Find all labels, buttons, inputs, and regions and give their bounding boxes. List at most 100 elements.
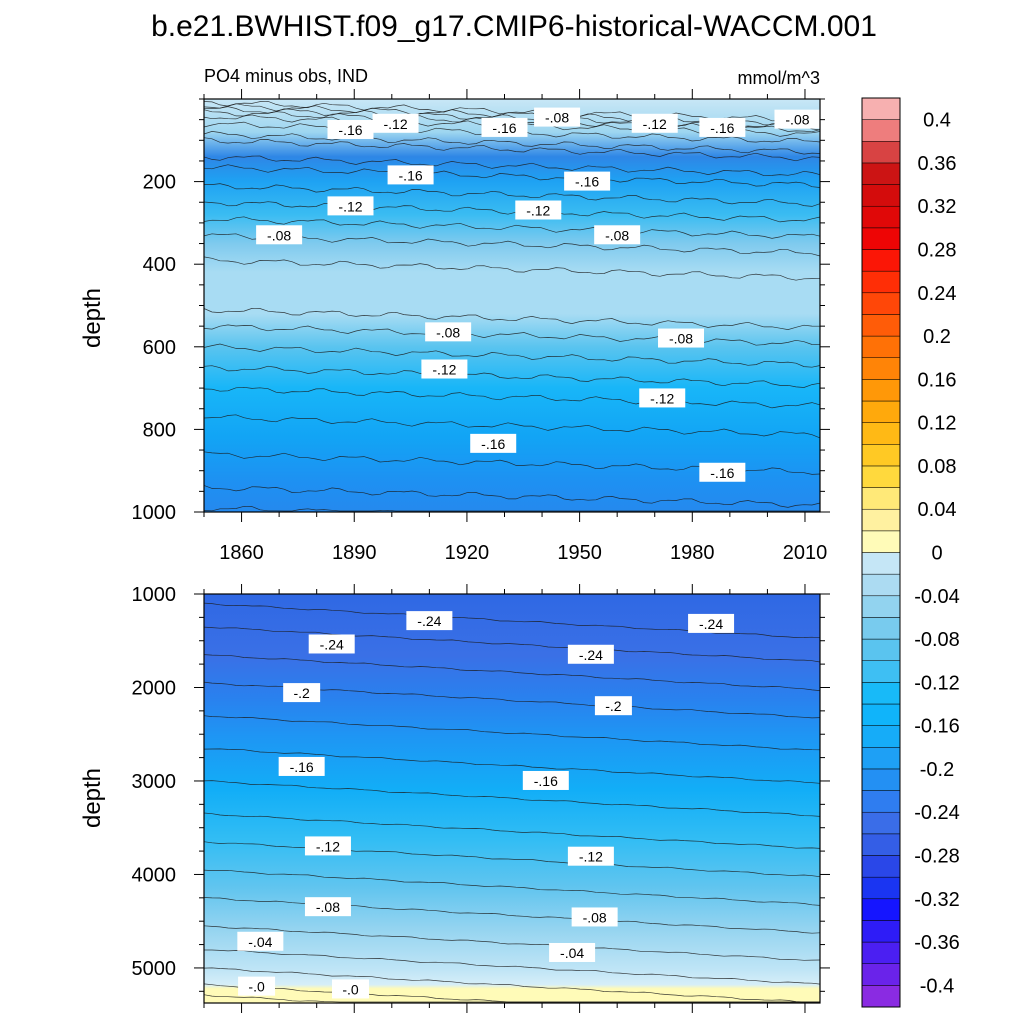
contour-label-box [594, 225, 641, 245]
lower-panel-axes: 1000 2000 3000 4000 5000 [132, 584, 830, 1013]
colorbar-tick-label: -0.04 [914, 586, 960, 608]
colorbar-tick-label: -0.28 [914, 846, 960, 868]
contour-line [203, 715, 821, 751]
contour-label-box [372, 113, 419, 133]
colorbar-swatch [861, 941, 901, 964]
colorbar-swatch [861, 184, 901, 207]
contour-label: -.12 [650, 390, 674, 406]
colorbar-swatch [861, 465, 901, 488]
colorbar-swatch [861, 725, 901, 748]
contour-label-box [308, 634, 355, 654]
contour-line [203, 925, 821, 961]
colorbar-tick-label: 0.24 [918, 283, 957, 305]
contour-label: -.08 [436, 324, 460, 340]
colorbar-swatch [861, 508, 901, 532]
colorbar-swatch [861, 876, 901, 900]
contour-label: -.08 [605, 227, 629, 243]
colorbar-swatch [861, 855, 901, 878]
colorbar-swatch [861, 444, 901, 467]
colorbar-swatch [861, 141, 901, 164]
panel-subtitle-left: PO4 minus obs, IND [204, 66, 368, 86]
colorbar-swatch [861, 227, 901, 250]
x-tick-label: 2010 [783, 542, 828, 564]
x-tick-label: 1860 [219, 542, 264, 564]
contour-label: -.16 [492, 120, 516, 136]
contour-label-box [256, 225, 303, 245]
colorbar-swatch [861, 747, 901, 770]
contour-label-box [425, 322, 472, 342]
contour-line [203, 626, 821, 663]
contour-label: -.16 [338, 122, 362, 138]
colorbar-tick-label: 0.12 [918, 413, 957, 435]
contour-line [203, 780, 821, 817]
contour-line [203, 131, 821, 155]
colorbar-tick-label: 0.36 [918, 153, 957, 175]
colorbar-swatch [861, 833, 901, 856]
contour-label: -.24 [320, 636, 344, 652]
contour-line [203, 654, 821, 691]
colorbar-tick-label: -0.24 [914, 802, 960, 824]
contour-label: -.12 [526, 203, 550, 219]
y-tick-label: 600 [143, 337, 176, 359]
contour-label-box [515, 200, 562, 220]
contour-label-box [331, 979, 369, 999]
colorbar-tick-label: -0.16 [914, 716, 960, 738]
colorbar-swatch [861, 573, 901, 597]
y-tick-label: 2000 [132, 677, 177, 699]
contour-line [203, 201, 821, 223]
colorbar-swatch [861, 270, 901, 294]
upper-panel-axes: 200 400 600 800 1000 1860 1890 1920 1950 1980 2010 [132, 89, 830, 564]
figure-title: b.e21.BWHIST.f09_g17.CMIP6-historical-WA… [151, 10, 877, 43]
contour-label: -.0 [248, 979, 265, 995]
colorbar-swatch [861, 638, 901, 661]
colorbar-swatch [861, 205, 901, 229]
contour-label-box [594, 696, 632, 716]
colorbar-tick-label: -0.2 [920, 759, 954, 781]
contour-label-box [238, 976, 276, 996]
colorbar-swatch [861, 963, 901, 986]
colorbar-tick-label: -0.32 [914, 889, 960, 911]
colorbar-swatch [861, 487, 901, 510]
colorbar-swatch [861, 530, 901, 553]
contour-label-box [567, 644, 614, 664]
upper-contour-lines [203, 100, 821, 512]
contour-label: -.16 [481, 436, 505, 452]
contour-label-box [387, 165, 434, 185]
y-tick-label: 200 [143, 172, 176, 194]
contour-line [203, 505, 820, 512]
contour-label-box [327, 196, 374, 216]
colorbar-swatch [861, 335, 901, 358]
y-tick-label: 5000 [132, 958, 177, 980]
y-tick-label: 1000 [132, 502, 177, 524]
contour-line [203, 216, 821, 239]
contour-label: -.16 [710, 465, 734, 481]
lower-y-axis-label: depth [79, 768, 106, 828]
contour-label-box [699, 117, 746, 137]
contour-line [203, 155, 821, 177]
contour-label: -.08 [267, 227, 291, 243]
colorbar-tick-label: 0.04 [918, 499, 957, 521]
contour-label: -.24 [579, 647, 603, 663]
contour-label: -.12 [643, 116, 667, 132]
contour-line [204, 949, 821, 985]
colorbar-swatch [861, 985, 901, 1008]
contour-line [203, 994, 820, 1003]
contour-label: -.0 [342, 981, 359, 997]
upper-contour-labels: -.16 -.12 -.16 -.08 -.12 -.16 -.08 -.16 -.16 -.12… [256, 107, 821, 482]
colorbar-tick-label: -0.12 [914, 672, 960, 694]
contour-label: -.16 [575, 174, 599, 190]
contour-label: -.04 [560, 945, 584, 961]
colorbar-tick-label: -0.08 [914, 629, 960, 651]
y-tick-label: 400 [143, 254, 176, 276]
colorbar-tick-label: 0.32 [918, 196, 957, 218]
contour-label-box [304, 897, 351, 917]
contour-line [203, 164, 821, 188]
contour-label-box [564, 171, 611, 191]
lower-contour-labels: -.24 -.24 -.24 -.24 -.2 -.2 -.16 -.16 -.12 -.12 -.… [237, 611, 735, 999]
colorbar-swatch [861, 617, 901, 640]
contour-label-box [549, 942, 596, 962]
contour-label-box [304, 836, 351, 856]
y-tick-label: 1000 [132, 584, 177, 606]
contour-label: -.04 [248, 934, 272, 950]
